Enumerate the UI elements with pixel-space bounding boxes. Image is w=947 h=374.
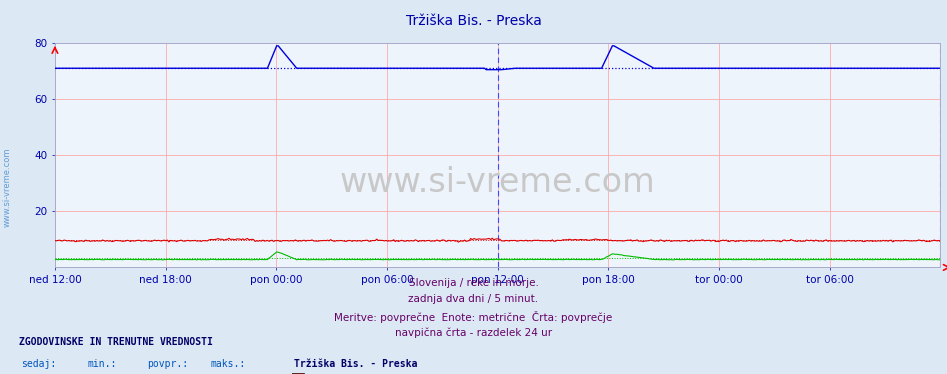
Text: zadnja dva dni / 5 minut.: zadnja dva dni / 5 minut.: [408, 294, 539, 304]
Text: www.si-vreme.com: www.si-vreme.com: [340, 166, 655, 199]
Text: maks.:: maks.:: [210, 359, 245, 369]
Text: min.:: min.:: [87, 359, 116, 369]
Text: sedaj:: sedaj:: [21, 359, 56, 369]
Text: ZGODOVINSKE IN TRENUTNE VREDNOSTI: ZGODOVINSKE IN TRENUTNE VREDNOSTI: [19, 337, 213, 347]
Text: povpr.:: povpr.:: [147, 359, 188, 369]
Text: Slovenija / reke in morje.: Slovenija / reke in morje.: [408, 278, 539, 288]
Text: Meritve: povprečne  Enote: metrične  Črta: povprečje: Meritve: povprečne Enote: metrične Črta:…: [334, 311, 613, 323]
Text: Tržiška Bis. - Preska: Tržiška Bis. - Preska: [294, 359, 417, 369]
Text: www.si-vreme.com: www.si-vreme.com: [3, 147, 12, 227]
Text: navpična črta - razdelek 24 ur: navpična črta - razdelek 24 ur: [395, 328, 552, 338]
Text: Tržiška Bis. - Preska: Tržiška Bis. - Preska: [405, 14, 542, 28]
